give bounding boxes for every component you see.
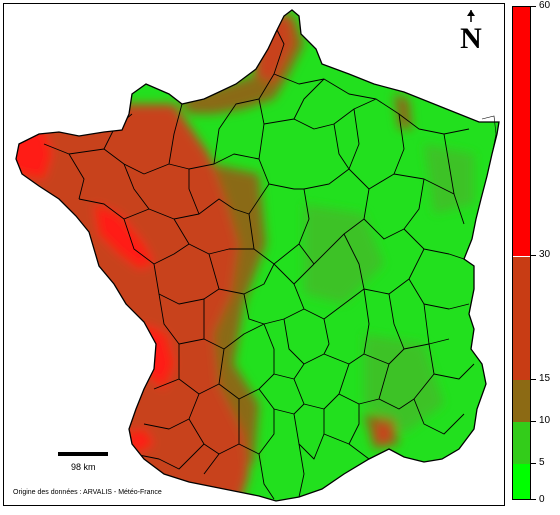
legend-tick-30 — [531, 255, 536, 257]
legend-tick-0 — [531, 499, 536, 500]
legend-class-0-5 — [513, 463, 530, 499]
legend-tick-5 — [531, 462, 536, 464]
legend-label-5: 5 — [539, 456, 545, 468]
legend-tick-15 — [531, 378, 536, 380]
north-arrow-icon: N — [460, 10, 482, 50]
legend-tick-10 — [531, 420, 536, 422]
data-source-credit: Origine des données : ARVALIS - Météo-Fr… — [13, 489, 162, 496]
legend-label-0: 0 — [539, 494, 545, 505]
department-borders — [43, 23, 475, 500]
legend-class-30-60 — [513, 7, 530, 257]
legend-class-15-30 — [513, 256, 530, 380]
legend-class-5-10 — [513, 421, 530, 464]
legend-label-15: 15 — [539, 372, 551, 384]
legend-tick-60 — [531, 6, 536, 7]
north-letter: N — [460, 22, 482, 50]
france-map — [15, 9, 500, 502]
legend-label-60: 60 — [539, 0, 551, 11]
legend-separator — [513, 256, 530, 258]
legend-label-30: 30 — [539, 249, 551, 261]
map-frame: N 98 km Origine des données : ARVALIS - … — [3, 3, 505, 506]
scale-bar — [58, 452, 108, 456]
rainfall-surface — [16, 10, 499, 501]
legend-label-10: 10 — [539, 414, 551, 426]
legend-class-10-15 — [513, 379, 530, 422]
legend-colorbar — [512, 6, 531, 500]
scale-label: 98 km — [71, 462, 96, 472]
